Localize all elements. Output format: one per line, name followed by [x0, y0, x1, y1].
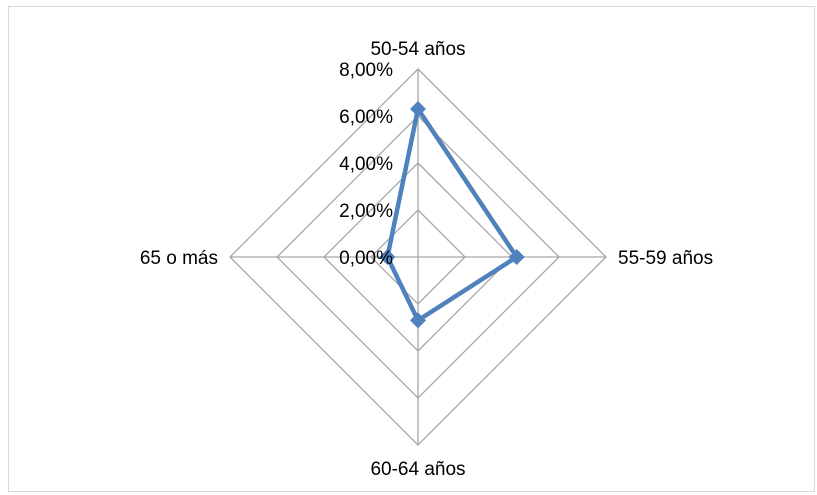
tick-label-1: 2,00% [339, 201, 393, 222]
category-label-65-plus: 65 o más [140, 248, 218, 269]
radar-grid [229, 68, 607, 446]
tick-label-3: 6,00% [339, 107, 393, 128]
tick-label-2: 4,00% [339, 154, 393, 175]
radar-series [379, 101, 525, 329]
data-point-0 [410, 101, 426, 117]
data-point-1 [508, 249, 525, 265]
category-label-60-64: 60-64 años [370, 459, 465, 480]
data-point-3 [379, 249, 396, 265]
chart-area [8, 6, 815, 492]
data-point-2 [410, 312, 426, 329]
category-label-55-59: 55-59 años [618, 248, 713, 269]
tick-label-0: 0,00% [339, 248, 393, 269]
category-label-50-54: 50-54 años [370, 39, 465, 60]
tick-label-4: 8,00% [339, 60, 393, 81]
series-line-0 [385, 106, 519, 323]
radial-ticks: 0,00% 2,00% 4,00% 6,00% 8,00% [339, 60, 393, 269]
category-labels: 50-54 años 55-59 años 60-64 años 65 o má… [140, 39, 713, 480]
